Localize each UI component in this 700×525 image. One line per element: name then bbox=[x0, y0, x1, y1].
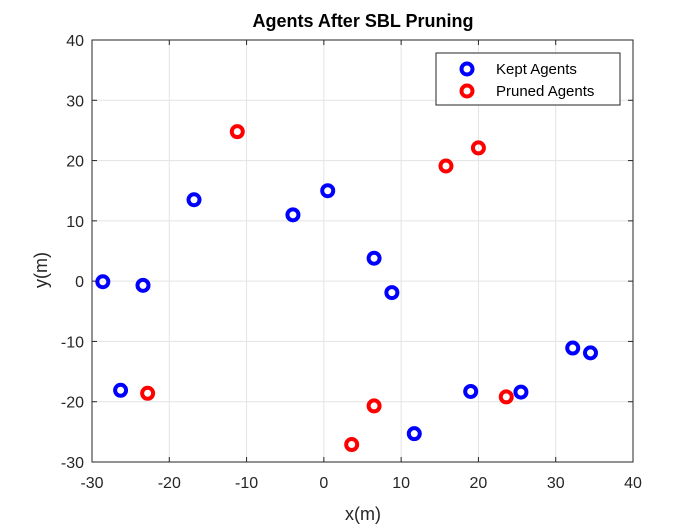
x-tick-label: 0 bbox=[319, 475, 328, 492]
x-axis-label: x(m) bbox=[345, 504, 381, 524]
kept-agent-point bbox=[513, 384, 529, 400]
kept-agent-point bbox=[366, 250, 382, 266]
x-tick-label: -10 bbox=[235, 475, 258, 492]
kept-agent-point bbox=[95, 274, 111, 290]
kept-agent-point bbox=[285, 207, 301, 223]
y-tick-label: -20 bbox=[61, 395, 84, 412]
chart-title: Agents After SBL Pruning bbox=[252, 11, 473, 31]
kept-agent-point bbox=[113, 382, 129, 398]
kept-agent-point bbox=[406, 426, 422, 442]
y-tick-label: 20 bbox=[66, 154, 84, 171]
grid bbox=[91, 39, 634, 463]
pruned-agent-point bbox=[344, 437, 360, 453]
legend-label-pruned: Pruned Agents bbox=[496, 83, 594, 100]
x-tick-label: 10 bbox=[392, 475, 410, 492]
data-points bbox=[95, 124, 598, 453]
pruned-agent-point bbox=[470, 140, 486, 156]
kept-agent-point bbox=[186, 192, 202, 208]
y-tick-label: 0 bbox=[75, 274, 84, 291]
y-axis: -30 -20 -10 0 10 20 30 40 bbox=[61, 33, 633, 472]
pruned-agent-point bbox=[498, 389, 514, 405]
plot-area bbox=[91, 39, 634, 463]
y-tick-label: 10 bbox=[66, 214, 84, 231]
kept-agent-point bbox=[135, 277, 151, 293]
kept-agent-point bbox=[463, 383, 479, 399]
pruned-agent-point bbox=[229, 124, 245, 140]
x-axis: -30 -20 -10 0 10 20 30 40 bbox=[80, 40, 642, 492]
pruned-agent-point bbox=[140, 385, 156, 401]
x-tick-label: -30 bbox=[80, 475, 103, 492]
x-tick-label: 20 bbox=[470, 475, 488, 492]
x-tick-label: 40 bbox=[624, 475, 642, 492]
legend-marker-kept bbox=[459, 61, 475, 77]
legend: Kept Agents Pruned Agents bbox=[435, 52, 621, 106]
y-tick-label: -10 bbox=[61, 334, 84, 351]
pruned-agent-point bbox=[438, 158, 454, 174]
y-tick-label: 30 bbox=[66, 93, 84, 110]
legend-marker-pruned bbox=[459, 83, 475, 99]
legend-label-kept: Kept Agents bbox=[496, 61, 577, 78]
kept-agent-point bbox=[320, 183, 336, 199]
y-axis-label: y(m) bbox=[31, 252, 51, 288]
kept-agent-point bbox=[582, 345, 598, 361]
y-tick-label: -30 bbox=[61, 455, 84, 472]
kept-agent-point bbox=[384, 285, 400, 301]
x-tick-label: 30 bbox=[547, 475, 565, 492]
pruned-agent-point bbox=[366, 398, 382, 414]
y-tick-label: 40 bbox=[66, 33, 84, 50]
kept-agent-point bbox=[565, 340, 581, 356]
x-tick-label: -20 bbox=[158, 475, 181, 492]
